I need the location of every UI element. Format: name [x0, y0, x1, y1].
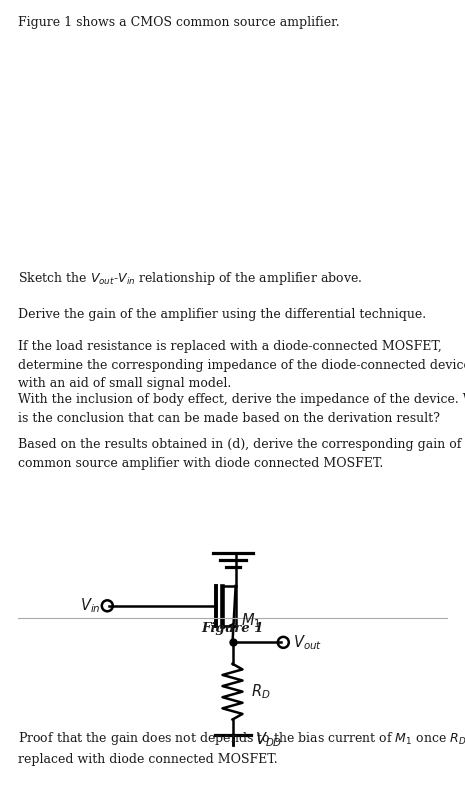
Text: Proof that the gain does not depends to the bias current of $M_1$ once $R_D$ is
: Proof that the gain does not depends to … — [18, 730, 465, 766]
Text: Derive the gain of the amplifier using the differential technique.: Derive the gain of the amplifier using t… — [18, 308, 426, 321]
Text: $V_{out}$: $V_{out}$ — [293, 633, 322, 652]
Text: $M_1$: $M_1$ — [241, 612, 261, 630]
Text: Figure 1 shows a CMOS common source amplifier.: Figure 1 shows a CMOS common source ampl… — [18, 16, 339, 29]
Text: $V_{DD}$: $V_{DD}$ — [254, 730, 282, 749]
Text: Sketch the $V_{out}$-$V_{in}$ relationship of the amplifier above.: Sketch the $V_{out}$-$V_{in}$ relationsh… — [18, 270, 362, 287]
Text: $R_D$: $R_D$ — [251, 682, 270, 701]
Text: With the inclusion of body effect, derive the impedance of the device. What
is t: With the inclusion of body effect, deriv… — [18, 393, 465, 425]
Text: $V_{in}$: $V_{in}$ — [80, 596, 100, 615]
Text: Figure 1: Figure 1 — [201, 622, 264, 634]
Text: Based on the results obtained in (d), derive the corresponding gain of the
commo: Based on the results obtained in (d), de… — [18, 438, 465, 470]
Text: If the load resistance is replaced with a diode-connected MOSFET,
determine the : If the load resistance is replaced with … — [18, 340, 465, 390]
